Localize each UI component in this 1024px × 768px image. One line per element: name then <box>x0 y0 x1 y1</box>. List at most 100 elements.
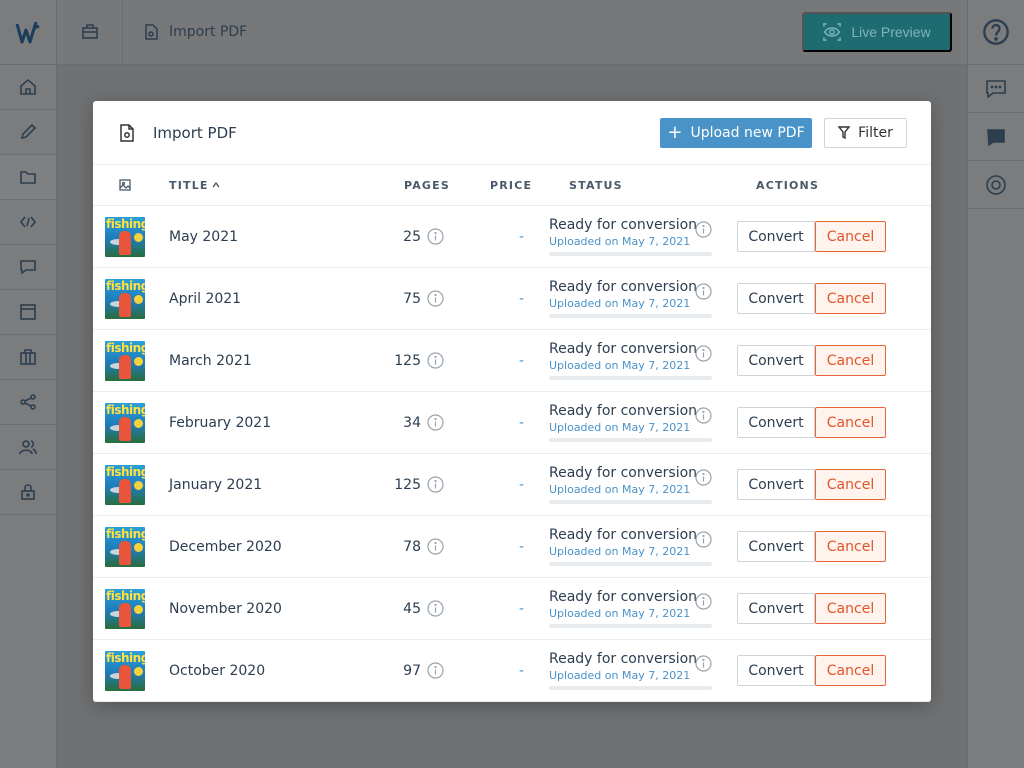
table-row: fishing March 2021 125 - Ready for conve… <box>93 330 931 392</box>
right-sidebar <box>967 0 1024 768</box>
status-info-icon[interactable] <box>695 469 712 486</box>
status-info-icon[interactable] <box>695 283 712 300</box>
info-icon[interactable] <box>427 228 444 245</box>
row-uploaded-date: Uploaded on May 7, 2021 <box>549 297 691 310</box>
table-body: fishing May 2021 25 - Ready for conversi… <box>93 206 931 702</box>
convert-button[interactable]: Convert <box>737 221 815 252</box>
breadcrumb-home[interactable] <box>57 0 123 65</box>
convert-button[interactable]: Convert <box>737 345 815 376</box>
status-info-icon[interactable] <box>695 531 712 548</box>
row-title: October 2020 <box>169 662 266 679</box>
magazine-cover-thumbnail[interactable]: fishing <box>105 216 145 257</box>
convert-button[interactable]: Convert <box>737 531 815 562</box>
info-icon[interactable] <box>427 414 444 431</box>
row-status-text: Ready for conversion <box>549 651 698 667</box>
magazine-cover-thumbnail[interactable]: fishing <box>105 650 145 691</box>
cancel-button[interactable]: Cancel <box>815 345 886 376</box>
status-info-icon[interactable] <box>695 407 712 424</box>
row-pages: 34 <box>369 414 444 431</box>
status-info-icon[interactable] <box>695 655 712 672</box>
row-status: Ready for conversion Uploaded on May 7, … <box>524 465 712 504</box>
magazine-cover-thumbnail[interactable]: fishing <box>105 340 145 381</box>
row-title: November 2020 <box>169 600 282 617</box>
discord-icon <box>987 128 1005 147</box>
row-pages-value: 97 <box>403 662 421 679</box>
nav-code[interactable] <box>0 200 56 245</box>
nav-comments[interactable] <box>0 245 56 290</box>
row-price: - <box>518 352 524 369</box>
cancel-button[interactable]: Cancel <box>815 593 886 624</box>
conversion-progress-bar <box>549 376 712 380</box>
info-icon[interactable] <box>427 476 444 493</box>
magazine-cover-thumbnail[interactable]: fishing <box>105 588 145 629</box>
row-uploaded-date: Uploaded on May 7, 2021 <box>549 669 691 682</box>
cancel-button[interactable]: Cancel <box>815 221 886 252</box>
cancel-button[interactable]: Cancel <box>815 469 886 500</box>
chat-button[interactable] <box>968 65 1024 113</box>
sort-ascending-icon <box>212 181 220 188</box>
cover-sticker-shape <box>134 294 143 304</box>
filter-button[interactable]: Filter <box>824 117 907 148</box>
nav-layout[interactable] <box>0 290 56 335</box>
row-status-text: Ready for conversion <box>549 403 698 419</box>
row-price: - <box>518 414 524 431</box>
cover-fish-shape <box>110 362 126 369</box>
row-actions: Convert Cancel <box>737 345 886 376</box>
conversion-progress-bar <box>549 562 712 566</box>
info-icon[interactable] <box>427 538 444 555</box>
live-preview-button[interactable]: Live Preview <box>802 12 952 52</box>
nav-lock[interactable] <box>0 470 56 515</box>
discord-button[interactable] <box>968 113 1024 161</box>
column-pages[interactable]: PAGES <box>403 178 450 192</box>
cover-masthead: fishing <box>106 526 145 541</box>
nav-share[interactable] <box>0 380 56 425</box>
app-logo[interactable] <box>0 0 56 65</box>
magazine-cover-thumbnail[interactable]: fishing <box>105 402 145 443</box>
share-icon <box>20 394 36 410</box>
cancel-button[interactable]: Cancel <box>815 407 886 438</box>
cover-masthead: fishing <box>106 216 145 231</box>
column-price[interactable]: PRICE <box>490 178 533 192</box>
magazine-cover-thumbnail[interactable]: fishing <box>105 526 145 567</box>
row-status: Ready for conversion Uploaded on May 7, … <box>524 403 712 442</box>
cancel-button[interactable]: Cancel <box>815 655 886 686</box>
upload-pdf-button[interactable]: + Upload new PDF <box>660 117 812 148</box>
column-status[interactable]: STATUS <box>569 178 623 192</box>
target-button[interactable] <box>968 161 1024 209</box>
magazine-cover-thumbnail[interactable]: fishing <box>105 464 145 505</box>
cancel-button[interactable]: Cancel <box>815 283 886 314</box>
row-uploaded-date: Uploaded on May 7, 2021 <box>549 483 691 496</box>
status-info-icon[interactable] <box>695 593 712 610</box>
upload-pdf-label: Upload new PDF <box>690 124 805 141</box>
info-icon[interactable] <box>427 290 444 307</box>
row-actions: Convert Cancel <box>737 221 886 252</box>
status-info-icon[interactable] <box>695 221 712 238</box>
help-button[interactable] <box>968 0 1024 65</box>
cover-sticker-shape <box>134 480 143 490</box>
convert-button[interactable]: Convert <box>737 407 815 438</box>
column-title[interactable]: TITLE <box>169 179 369 192</box>
nav-users[interactable] <box>0 425 56 470</box>
convert-button[interactable]: Convert <box>737 283 815 314</box>
row-actions: Convert Cancel <box>737 283 886 314</box>
conversion-progress-bar <box>549 252 712 256</box>
cancel-button[interactable]: Cancel <box>815 531 886 562</box>
info-icon[interactable] <box>427 662 444 679</box>
convert-button[interactable]: Convert <box>737 593 815 624</box>
nav-folder[interactable] <box>0 155 56 200</box>
image-icon <box>119 179 131 191</box>
row-status: Ready for conversion Uploaded on May 7, … <box>524 341 712 380</box>
nav-home[interactable] <box>0 65 56 110</box>
modal-header: Import PDF + Upload new PDF Filter <box>93 101 931 165</box>
breadcrumb-current: Import PDF <box>169 24 248 40</box>
status-info-icon[interactable] <box>695 345 712 362</box>
chat-icon <box>986 79 1006 99</box>
convert-button[interactable]: Convert <box>737 469 815 500</box>
convert-button[interactable]: Convert <box>737 655 815 686</box>
info-icon[interactable] <box>427 352 444 369</box>
nav-edit[interactable] <box>0 110 56 155</box>
nav-briefcase[interactable] <box>0 335 56 380</box>
magazine-cover-thumbnail[interactable]: fishing <box>105 278 145 319</box>
info-icon[interactable] <box>427 600 444 617</box>
row-uploaded-date: Uploaded on May 7, 2021 <box>549 421 691 434</box>
